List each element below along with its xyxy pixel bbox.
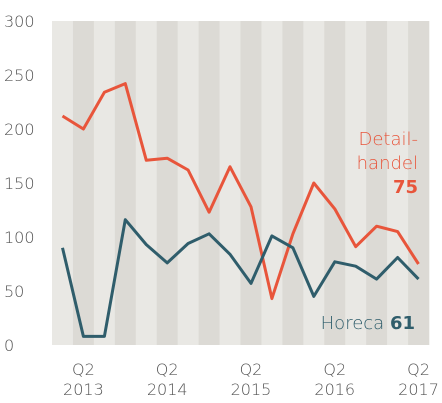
series-label: Detail-handel <box>357 129 418 174</box>
x-tick-label: Q2 2016 <box>314 360 355 399</box>
y-tick-label: 250 <box>4 66 35 85</box>
background-band <box>345 21 367 345</box>
value-label: 61 <box>390 313 415 334</box>
background-band <box>156 21 178 345</box>
x-tick-label: Q2 2017 <box>398 360 439 399</box>
line-series <box>61 82 420 301</box>
background-band <box>198 21 220 345</box>
background-band <box>135 21 158 345</box>
x-tick-label: Q2 2013 <box>63 360 104 399</box>
background-band <box>324 21 346 345</box>
x-tick-label: Q2 2015 <box>231 360 272 399</box>
background-band <box>114 21 137 345</box>
y-tick-label: 50 <box>4 282 24 301</box>
background-band <box>52 21 74 345</box>
y-tick-label: 300 <box>4 12 35 31</box>
background-band <box>72 21 95 345</box>
background-band <box>366 21 388 345</box>
y-tick-label: 150 <box>4 174 35 193</box>
series-name: Horeca <box>321 313 385 334</box>
y-tick-label: 0 <box>4 336 14 355</box>
background-band <box>240 21 262 345</box>
background-band <box>177 21 199 345</box>
line-series <box>61 218 420 338</box>
x-tick-label: Q2 2014 <box>147 360 188 399</box>
series-label: Horeca 61 <box>321 313 415 334</box>
background-band <box>261 21 283 345</box>
value-label: 75 <box>393 177 418 198</box>
background-band <box>408 21 430 345</box>
y-tick-label: 100 <box>4 228 35 247</box>
background-band <box>282 21 304 345</box>
y-tick-label: 200 <box>4 120 35 139</box>
